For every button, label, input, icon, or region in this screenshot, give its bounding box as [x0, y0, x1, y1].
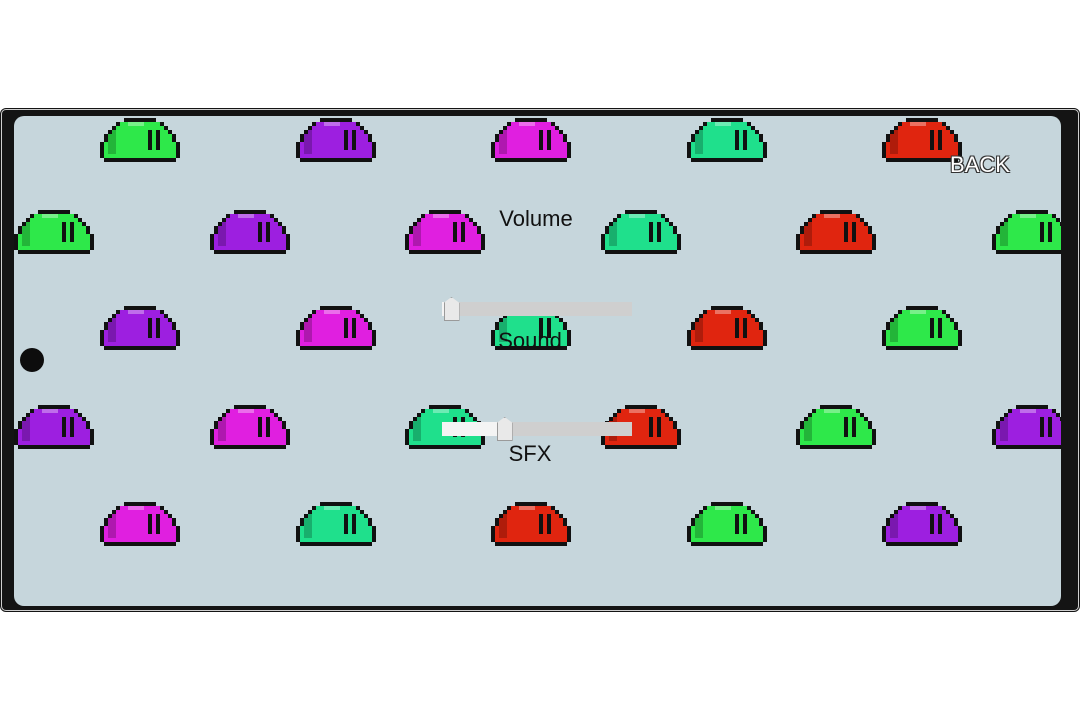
slime-sprite — [14, 208, 96, 256]
slime-sprite — [489, 304, 573, 352]
slime-sprite — [489, 116, 573, 164]
sound-label: Sound — [498, 328, 562, 353]
slime-sprite — [880, 500, 964, 548]
sfx-slider[interactable] — [442, 417, 632, 441]
slime-sprite — [98, 500, 182, 548]
camera-dot — [20, 348, 44, 372]
slime-sprite — [294, 304, 378, 352]
slime-sprite — [98, 304, 182, 352]
slime-sprite — [599, 403, 683, 451]
slime-sprite — [294, 116, 378, 164]
slime-sprite — [98, 116, 182, 164]
slime-sprite — [14, 403, 96, 451]
slime-sprite — [685, 116, 769, 164]
slime-sprite — [403, 208, 487, 256]
sfx-slider-handle[interactable] — [496, 417, 513, 441]
slime-sprite — [208, 403, 292, 451]
slime-sprite — [294, 500, 378, 548]
sound-slider[interactable] — [442, 297, 632, 321]
slime-sprite — [880, 304, 964, 352]
slime-sprite — [685, 500, 769, 548]
slime-sprite — [794, 208, 878, 256]
slime-sprite — [489, 500, 573, 548]
slime-sprite — [685, 304, 769, 352]
slime-sprite — [208, 208, 292, 256]
sfx-slider-fill — [442, 422, 505, 436]
slime-sprite — [880, 116, 964, 164]
slime-sprite — [990, 403, 1061, 451]
slime-sprite — [990, 208, 1061, 256]
back-button[interactable]: BACK — [950, 152, 1010, 177]
game-screen — [14, 116, 1061, 606]
slime-sprite — [794, 403, 878, 451]
slime-sprite — [599, 208, 683, 256]
sound-slider-handle[interactable] — [443, 297, 460, 321]
slime-background — [14, 116, 1061, 606]
sfx-label: SFX — [508, 441, 552, 466]
volume-heading: Volume — [499, 206, 573, 231]
